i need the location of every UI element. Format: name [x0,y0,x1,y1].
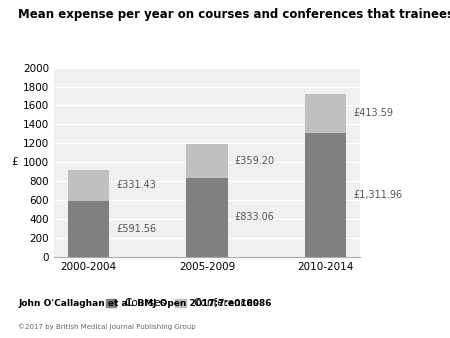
Text: Open: Open [374,319,400,329]
Text: John O'Callaghan et al. BMJ Open 2017;7:e018086: John O'Callaghan et al. BMJ Open 2017;7:… [18,299,271,308]
Bar [186,178,228,257]
Bar [305,133,346,257]
Text: £331.43: £331.43 [117,180,156,190]
Text: £833.06: £833.06 [235,213,274,222]
Bar [305,94,346,133]
Text: BMJ: BMJ [374,307,400,319]
Text: £413.59: £413.59 [353,108,393,118]
Bar [68,201,109,257]
Text: £359.20: £359.20 [235,156,275,166]
Bar [186,144,228,178]
Text: £1,311.96: £1,311.96 [353,190,402,200]
Text: Mean expense per year on courses and conferences that trainees have not been rei: Mean expense per year on courses and con… [18,8,450,21]
Y-axis label: £: £ [11,157,18,167]
Legend: Courses, Conferences: Courses, Conferences [102,294,263,313]
Text: £591.56: £591.56 [117,224,157,234]
Bar [68,170,109,201]
Text: ©2017 by British Medical Journal Publishing Group: ©2017 by British Medical Journal Publish… [18,323,196,330]
